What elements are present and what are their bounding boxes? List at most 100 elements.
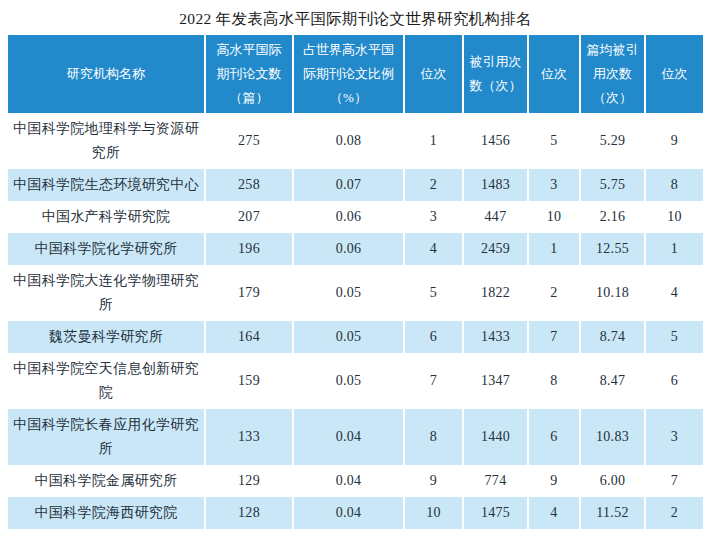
citation-count-cell: 1440: [463, 409, 528, 465]
avg-citation-cell: 6.00: [580, 465, 645, 497]
institution-name-cell: 中国科学院空天信息创新研究 院: [8, 353, 205, 409]
institution-name-cell: 中国科学院金属研究所: [8, 465, 205, 497]
col-header-institution-name: 研究机构名称: [8, 35, 205, 113]
institution-name-cell: 中国科学院大连化学物理研究 所: [8, 265, 205, 321]
citation-count-cell: 1456: [463, 113, 528, 169]
citation-rank-cell: 2: [528, 265, 580, 321]
avg-citation-rank-cell: 3: [645, 409, 703, 465]
table-row: 中国科学院大连化学物理研究 所1790.0551822210.184: [8, 265, 703, 321]
avg-citation-rank-cell: 4: [645, 265, 703, 321]
avg-citation-rank-cell: 5: [645, 321, 703, 353]
institution-name-cell: 中国科学院海西研究院: [8, 497, 205, 529]
paper-rank-cell: 8: [404, 409, 463, 465]
paper-count-cell: 128: [205, 497, 293, 529]
ranking-table: 研究机构名称 高水平国际 期刊论文数 （篇） 占世界高水平国 际期刊论文比例 （…: [8, 35, 703, 529]
table-body: 中国科学院地理科学与资源研 究所2750.081145655.299中国科学院生…: [8, 113, 703, 529]
citation-rank-cell: 9: [528, 465, 580, 497]
citation-count-cell: 1433: [463, 321, 528, 353]
avg-citation-cell: 12.55: [580, 233, 645, 265]
paper-rank-cell: 3: [404, 201, 463, 233]
page-title: 2022 年发表高水平国际期刊论文世界研究机构排名: [0, 0, 711, 30]
citation-rank-cell: 7: [528, 321, 580, 353]
col-header-citation-count: 被引用次 数（次）: [463, 35, 528, 113]
col-header-world-share-percent: 占世界高水平国 际期刊论文比例 （%）: [293, 35, 404, 113]
avg-citation-cell: 2.16: [580, 201, 645, 233]
avg-citation-rank-cell: 7: [645, 465, 703, 497]
paper-count-cell: 164: [205, 321, 293, 353]
table-row: 中国科学院金属研究所1290.04977496.007: [8, 465, 703, 497]
table-row: 中国科学院化学研究所1960.0642459112.551: [8, 233, 703, 265]
col-header-avg-citation-count: 篇均被引 用次数 （次）: [580, 35, 645, 113]
world-share-cell: 0.05: [293, 353, 404, 409]
citation-count-cell: 1483: [463, 169, 528, 201]
paper-count-cell: 207: [205, 201, 293, 233]
avg-citation-cell: 8.74: [580, 321, 645, 353]
citation-rank-cell: 10: [528, 201, 580, 233]
world-share-cell: 0.05: [293, 265, 404, 321]
col-header-paper-count: 高水平国际 期刊论文数 （篇）: [205, 35, 293, 113]
citation-rank-cell: 4: [528, 497, 580, 529]
paper-rank-cell: 4: [404, 233, 463, 265]
citation-count-cell: 1475: [463, 497, 528, 529]
avg-citation-rank-cell: 10: [645, 201, 703, 233]
paper-rank-cell: 2: [404, 169, 463, 201]
table-row: 中国科学院生态环境研究中心2580.072148335.758: [8, 169, 703, 201]
avg-citation-cell: 11.52: [580, 497, 645, 529]
table-header: 研究机构名称 高水平国际 期刊论文数 （篇） 占世界高水平国 际期刊论文比例 （…: [8, 35, 703, 113]
avg-citation-rank-cell: 9: [645, 113, 703, 169]
avg-citation-cell: 10.18: [580, 265, 645, 321]
world-share-cell: 0.06: [293, 201, 404, 233]
citation-count-cell: 1822: [463, 265, 528, 321]
paper-rank-cell: 1: [404, 113, 463, 169]
report-table-page: 2022 年发表高水平国际期刊论文世界研究机构排名 研究机构名称 高水平国际 期…: [0, 0, 711, 537]
citation-rank-cell: 3: [528, 169, 580, 201]
paper-rank-cell: 9: [404, 465, 463, 497]
table-row: 中国科学院海西研究院1280.04101475411.522: [8, 497, 703, 529]
citation-count-cell: 2459: [463, 233, 528, 265]
paper-count-cell: 159: [205, 353, 293, 409]
col-header-avg-citation-rank: 位次: [645, 35, 703, 113]
citation-count-cell: 774: [463, 465, 528, 497]
citation-rank-cell: 6: [528, 409, 580, 465]
citation-rank-cell: 8: [528, 353, 580, 409]
table-row: 中国科学院空天信息创新研究 院1590.057134788.476: [8, 353, 703, 409]
avg-citation-cell: 5.75: [580, 169, 645, 201]
paper-rank-cell: 6: [404, 321, 463, 353]
table-row: 中国水产科学研究院2070.063447102.1610: [8, 201, 703, 233]
paper-count-cell: 275: [205, 113, 293, 169]
world-share-cell: 0.08: [293, 113, 404, 169]
avg-citation-cell: 5.29: [580, 113, 645, 169]
paper-count-cell: 258: [205, 169, 293, 201]
institution-name-cell: 中国科学院长春应用化学研究 所: [8, 409, 205, 465]
citation-count-cell: 447: [463, 201, 528, 233]
paper-rank-cell: 7: [404, 353, 463, 409]
citation-rank-cell: 5: [528, 113, 580, 169]
table-row: 中国科学院长春应用化学研究 所1330.0481440610.833: [8, 409, 703, 465]
paper-count-cell: 179: [205, 265, 293, 321]
world-share-cell: 0.07: [293, 169, 404, 201]
citation-count-cell: 1347: [463, 353, 528, 409]
paper-count-cell: 196: [205, 233, 293, 265]
world-share-cell: 0.04: [293, 497, 404, 529]
citation-rank-cell: 1: [528, 233, 580, 265]
avg-citation-rank-cell: 8: [645, 169, 703, 201]
col-header-citation-rank: 位次: [528, 35, 580, 113]
avg-citation-rank-cell: 1: [645, 233, 703, 265]
paper-count-cell: 129: [205, 465, 293, 497]
avg-citation-cell: 10.83: [580, 409, 645, 465]
header-row: 研究机构名称 高水平国际 期刊论文数 （篇） 占世界高水平国 际期刊论文比例 （…: [8, 35, 703, 113]
world-share-cell: 0.06: [293, 233, 404, 265]
paper-rank-cell: 5: [404, 265, 463, 321]
paper-rank-cell: 10: [404, 497, 463, 529]
avg-citation-cell: 8.47: [580, 353, 645, 409]
col-header-paper-rank: 位次: [404, 35, 463, 113]
table-row: 魏茨曼科学研究所1640.056143378.745: [8, 321, 703, 353]
institution-name-cell: 中国科学院生态环境研究中心: [8, 169, 205, 201]
world-share-cell: 0.04: [293, 465, 404, 497]
institution-name-cell: 中国水产科学研究院: [8, 201, 205, 233]
paper-count-cell: 133: [205, 409, 293, 465]
avg-citation-rank-cell: 6: [645, 353, 703, 409]
avg-citation-rank-cell: 2: [645, 497, 703, 529]
world-share-cell: 0.05: [293, 321, 404, 353]
institution-name-cell: 魏茨曼科学研究所: [8, 321, 205, 353]
